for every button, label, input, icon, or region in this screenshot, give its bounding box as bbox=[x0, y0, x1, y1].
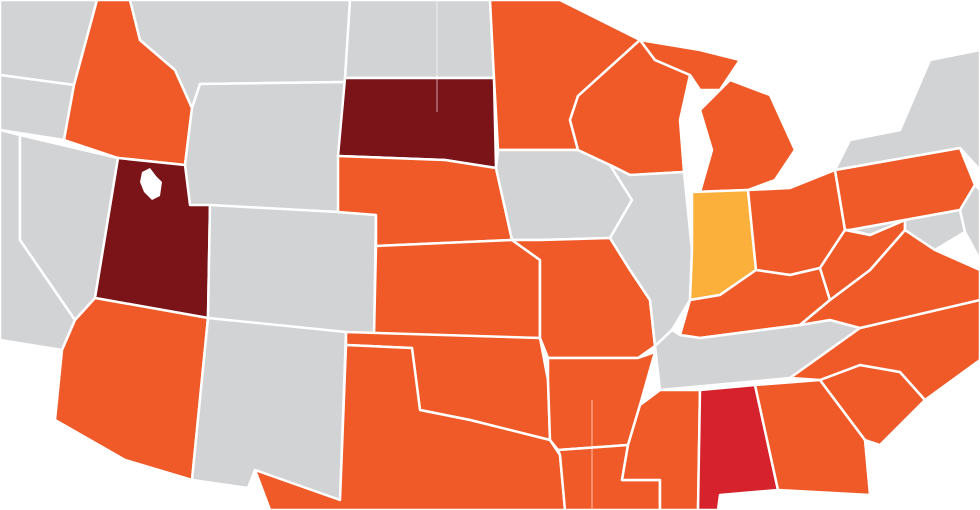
state-colorado[interactable] bbox=[206, 203, 378, 338]
state-mississippi[interactable] bbox=[620, 388, 702, 510]
state-new-mexico[interactable] bbox=[190, 316, 348, 502]
state-michigan[interactable] bbox=[638, 38, 797, 194]
state-north-dakota[interactable] bbox=[343, 0, 496, 80]
great-salt-lake bbox=[140, 168, 162, 200]
state-south-dakota[interactable] bbox=[336, 76, 498, 170]
state-new-york[interactable] bbox=[833, 48, 980, 172]
state-delaware[interactable] bbox=[958, 183, 980, 262]
state-kansas[interactable] bbox=[372, 238, 542, 340]
state-wyoming[interactable] bbox=[183, 80, 347, 214]
state-oregon[interactable] bbox=[0, 73, 76, 142]
